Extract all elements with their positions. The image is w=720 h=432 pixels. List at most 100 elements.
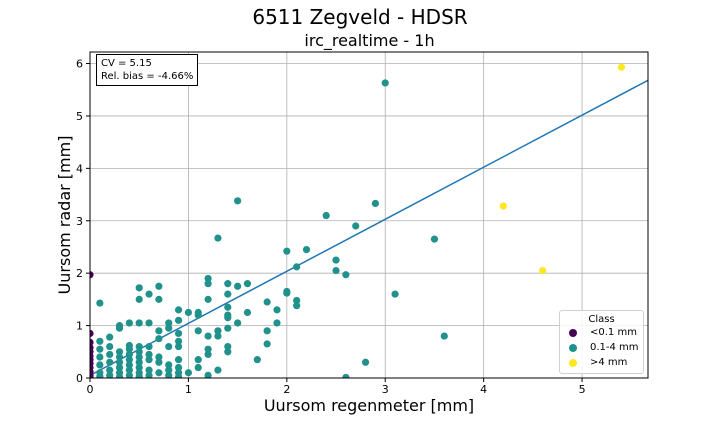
data-point [96,372,104,378]
data-point [90,329,94,338]
data-point [293,296,301,305]
data-point [224,280,232,288]
data-point [194,327,202,335]
data-point [125,371,133,378]
data-point [224,324,232,332]
data-point [135,372,143,378]
legend: Class <0.1 mm 0.1-4 mm >4 mm [559,310,644,374]
data-point [145,319,153,327]
data-point [214,332,222,340]
data-point [224,342,232,351]
data-point [106,333,114,341]
data-point [135,342,143,351]
data-point [165,361,173,369]
data-point [174,363,183,372]
data-point [90,271,94,279]
data-point [224,314,232,322]
axis-ticks: 0 1 2 3 4 5 0 1 2 3 4 5 6 [76,58,586,396]
stats-box: CV = 5.15 Rel. bias = -4.66% [96,54,199,86]
data-point [283,247,291,255]
data-point [214,366,222,374]
x-axis-label: Uursom regenmeter [mm] [264,396,474,415]
data-point [115,358,124,366]
data-point [263,298,271,306]
data-point [174,329,183,338]
data-point [361,358,370,366]
data-point [145,290,153,298]
data-point [174,316,183,324]
data-point [243,280,252,288]
data-point [342,373,350,378]
data-point [234,197,242,205]
data-point [224,290,232,298]
legend-label-high: >4 mm [590,357,628,368]
data-point [322,211,330,220]
x-tick-label: 5 [579,383,586,396]
data-point [96,345,104,353]
bias-value: Rel. bias = -4.66% [101,71,194,82]
data-point [165,342,173,351]
cv-value: CV = 5.15 [101,58,152,69]
data-point [125,350,133,359]
data-point [125,356,133,364]
y-axis-label: Uursom radar [mm] [55,136,74,295]
data-point [174,342,183,351]
data-point [106,366,114,374]
y-tick-label: 0 [76,372,83,385]
data-point [234,319,242,327]
legend-entry-high: >4 mm [560,355,643,370]
x-tick-label: 2 [283,383,290,396]
data-point [165,324,173,332]
data-point [165,371,173,378]
data-point [293,263,301,271]
data-point [214,234,222,242]
data-point [135,358,143,366]
data-point [145,350,153,359]
legend-label-mid: 0.1-4 mm [590,342,639,353]
data-point [115,363,124,372]
legend-marker-mid [569,344,577,352]
data-point [106,342,114,351]
data-point [155,335,163,343]
data-point [96,353,104,361]
data-point [352,222,360,230]
data-point [263,340,271,348]
data-point [234,282,242,290]
data-point [332,266,340,275]
data-point [155,369,163,377]
data-point [204,332,212,340]
plot-frame [89,51,649,379]
data-point [224,303,232,311]
data-point [115,324,124,332]
data-point [184,369,193,377]
x-tick-label: 3 [382,383,389,396]
data-point [204,350,212,359]
data-point [204,371,212,378]
data-point [302,245,311,254]
data-points [90,63,626,378]
figure-suptitle: 6511 Zegveld - HDSR [252,5,468,29]
data-point [155,353,163,361]
data-point [165,319,173,327]
legend-title: Class [588,314,615,325]
data-point [204,295,212,303]
legend-marker-low [569,329,577,337]
data-point [106,350,114,359]
data-point [96,299,104,307]
data-point [499,202,507,210]
data-point [204,345,212,353]
y-tick-label: 5 [76,110,83,123]
data-point [293,302,301,310]
data-point [115,373,124,378]
fit-line [89,79,649,377]
data-point [371,199,379,208]
data-point [115,353,124,361]
data-point [155,327,163,335]
data-point [155,282,163,290]
data-point [263,327,271,335]
data-point [115,348,124,356]
data-point [204,274,212,283]
legend-label-low: <0.1 mm [590,327,637,338]
data-point [381,79,389,87]
